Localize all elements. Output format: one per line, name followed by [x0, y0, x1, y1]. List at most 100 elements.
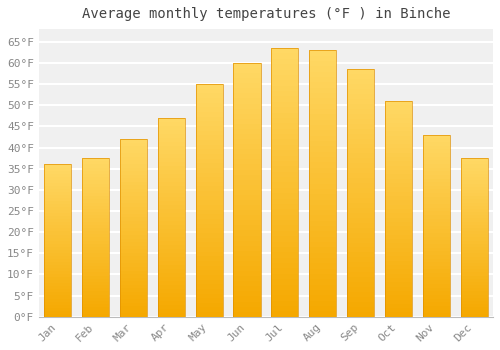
Bar — [422, 270, 450, 273]
Bar — [158, 233, 185, 237]
Bar — [309, 50, 336, 56]
Bar — [196, 121, 223, 126]
Bar — [422, 306, 450, 309]
Bar — [271, 134, 298, 139]
Bar — [44, 262, 72, 265]
Bar — [234, 139, 260, 144]
Bar — [347, 144, 374, 148]
Bar — [44, 170, 72, 174]
Bar — [385, 291, 412, 295]
Bar — [82, 222, 109, 225]
Bar — [44, 283, 72, 286]
Bar — [158, 273, 185, 277]
Bar — [271, 268, 298, 274]
Bar — [309, 247, 336, 253]
Bar — [234, 302, 260, 307]
Bar — [460, 266, 488, 269]
Bar — [120, 257, 147, 260]
Bar — [82, 307, 109, 310]
Bar — [385, 183, 412, 187]
Bar — [460, 196, 488, 200]
Bar — [385, 101, 412, 105]
Bar — [82, 158, 109, 161]
Bar — [385, 170, 412, 174]
Bar — [196, 252, 223, 256]
Bar — [271, 209, 298, 215]
Bar — [44, 256, 72, 259]
Bar — [347, 89, 374, 94]
Bar — [460, 298, 488, 301]
Bar — [460, 282, 488, 285]
Bar — [234, 215, 260, 220]
Bar — [44, 253, 72, 256]
Bar — [82, 158, 109, 317]
Bar — [234, 68, 260, 73]
Bar — [271, 86, 298, 91]
Bar — [385, 248, 412, 252]
Bar — [385, 122, 412, 127]
Bar — [158, 305, 185, 309]
Bar — [347, 193, 374, 198]
Bar — [158, 285, 185, 289]
Bar — [158, 217, 185, 221]
Bar — [271, 274, 298, 279]
Bar — [385, 300, 412, 304]
Bar — [385, 105, 412, 110]
Bar — [347, 312, 374, 317]
Bar — [234, 231, 260, 236]
Bar — [158, 202, 185, 205]
Bar — [234, 246, 260, 251]
Bar — [422, 248, 450, 251]
Bar — [422, 291, 450, 295]
Bar — [120, 306, 147, 310]
Bar — [422, 251, 450, 255]
Bar — [158, 186, 185, 189]
Bar — [271, 215, 298, 220]
Bar — [460, 215, 488, 218]
Bar — [460, 247, 488, 250]
Bar — [196, 89, 223, 93]
Bar — [120, 146, 147, 150]
Bar — [347, 267, 374, 272]
Bar — [120, 189, 147, 192]
Bar — [196, 107, 223, 112]
Bar — [347, 99, 374, 104]
Bar — [422, 284, 450, 288]
Bar — [82, 164, 109, 168]
Bar — [271, 306, 298, 312]
Bar — [347, 257, 374, 262]
Bar — [234, 124, 260, 129]
Bar — [234, 256, 260, 261]
Bar — [120, 143, 147, 146]
Bar — [385, 200, 412, 205]
Bar — [385, 274, 412, 278]
Bar — [196, 298, 223, 303]
Bar — [422, 302, 450, 306]
Bar — [158, 269, 185, 273]
Bar — [309, 290, 336, 295]
Bar — [271, 145, 298, 150]
Bar — [158, 289, 185, 293]
Bar — [385, 244, 412, 248]
Bar — [120, 171, 147, 175]
Bar — [422, 171, 450, 175]
Bar — [196, 289, 223, 294]
Bar — [44, 189, 72, 192]
Bar — [234, 108, 260, 114]
Bar — [460, 193, 488, 196]
Bar — [82, 272, 109, 275]
Bar — [196, 261, 223, 266]
Bar — [120, 235, 147, 239]
Bar — [82, 199, 109, 203]
Bar — [460, 314, 488, 317]
Bar — [309, 61, 336, 66]
Bar — [271, 113, 298, 118]
Bar — [347, 109, 374, 114]
Bar — [44, 207, 72, 210]
Bar — [82, 174, 109, 177]
Bar — [347, 297, 374, 302]
Bar — [44, 293, 72, 295]
Bar — [271, 231, 298, 236]
Bar — [44, 219, 72, 222]
Bar — [196, 196, 223, 201]
